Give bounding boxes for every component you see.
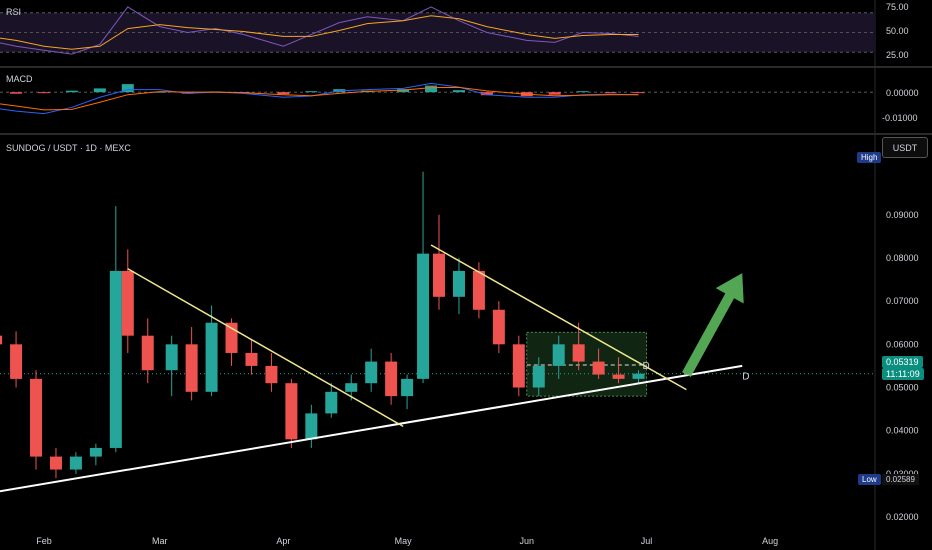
macd-histogram-bar	[452, 90, 465, 93]
rsi-tick-75: 75.00	[886, 2, 909, 12]
candle-body	[512, 344, 525, 388]
candle-body	[492, 309, 505, 345]
price-tick-label: 0.04000	[886, 426, 919, 436]
macd-histogram-bar	[10, 92, 23, 94]
macd-pane-label: MACD	[6, 74, 33, 84]
macd-histogram-bar	[425, 85, 438, 93]
time-tick-label: Feb	[36, 536, 52, 546]
currency-button[interactable]: USDT	[882, 137, 928, 158]
price-tick-label: 0.06000	[886, 339, 919, 349]
d-marker: D	[742, 371, 749, 382]
price-tick-label: 0.03000	[886, 469, 919, 479]
candle-body	[305, 413, 318, 440]
macd-histogram-bar	[121, 84, 134, 93]
macd-histogram-bar	[305, 91, 318, 93]
candle-body	[225, 322, 238, 353]
candle-body	[552, 344, 565, 366]
rsi-band	[0, 12, 875, 53]
candle-body	[49, 456, 62, 470]
last-price-badge: 0.05319	[882, 356, 923, 368]
high-badge: High	[857, 152, 882, 163]
price-tick-label: 0.07000	[886, 296, 919, 306]
candle-body	[417, 253, 430, 379]
candle-body	[433, 253, 446, 297]
candle-body	[385, 361, 398, 397]
candle-body	[109, 270, 122, 448]
time-tick-label: Jul	[641, 536, 653, 546]
macd-histogram-bar	[632, 92, 645, 94]
candle-body	[245, 352, 258, 366]
time-tick-label: Aug	[762, 536, 778, 546]
candle-body	[365, 361, 378, 384]
low-badge: Low	[858, 474, 881, 485]
candle-body	[165, 344, 178, 371]
candle-body	[401, 378, 414, 397]
macd-histogram-bar	[93, 88, 106, 93]
time-tick-label: Apr	[276, 536, 290, 546]
candle-body	[532, 365, 545, 388]
rsi-tick-50: 50.00	[886, 26, 909, 36]
candle-body	[69, 456, 82, 470]
low-value-badge: 0.02589	[882, 474, 919, 485]
macd-histogram-bar	[604, 92, 617, 94]
candle-body	[285, 383, 298, 440]
time-tick-label: Jun	[520, 536, 535, 546]
price-tick-label: 0.08000	[886, 253, 919, 263]
trendline-0	[0, 364, 743, 493]
macd-histogram-bar	[397, 89, 410, 93]
candle-body	[345, 383, 358, 392]
rsi-series-line-1	[0, 15, 639, 50]
countdown-badge: 11:11:09	[882, 368, 924, 380]
macd-histogram-bar	[548, 92, 561, 95]
d-marker: D	[642, 361, 649, 372]
candle-body	[612, 374, 625, 379]
trendline-2	[430, 244, 687, 391]
candle-body	[121, 270, 134, 336]
price-tick-label: 0.05000	[886, 383, 919, 393]
candle-body	[572, 344, 585, 362]
macd-signal-line	[0, 86, 639, 111]
time-tick-label: May	[395, 536, 413, 546]
forecast-arrow	[682, 273, 744, 377]
macd-tick-0: 0.00000	[886, 88, 919, 98]
rsi-tick-25: 25.00	[886, 50, 909, 60]
candle-body	[472, 270, 485, 310]
candle-body	[185, 344, 198, 392]
macd-tick-neg: -0.01000	[882, 113, 918, 123]
price-tick-label: 0.02000	[886, 512, 919, 522]
rsi-pane-label: RSI	[6, 7, 22, 17]
candle-body	[452, 270, 465, 297]
candle-body	[141, 335, 154, 371]
candle-body	[325, 391, 338, 414]
macd-histogram-bar	[38, 92, 50, 94]
macd-histogram-bar	[65, 90, 78, 93]
macd-histogram-bar	[480, 92, 493, 96]
candle-body	[592, 361, 605, 375]
candle-body	[10, 344, 23, 379]
time-tick-label: Mar	[152, 536, 168, 546]
candle-body	[265, 365, 278, 384]
candle-body	[205, 322, 218, 392]
macd-histogram-bar	[277, 92, 290, 95]
candle-body	[30, 378, 43, 457]
candle-body	[632, 373, 645, 379]
candle-body	[0, 335, 3, 345]
price-tick-label: 0.09000	[886, 210, 919, 220]
macd-histogram-bar	[576, 91, 589, 93]
macd-line	[0, 82, 639, 115]
candle-body	[89, 447, 102, 457]
trendline-1	[127, 268, 404, 428]
chart-title: SUNDOG / USDT · 1D · MEXC	[6, 143, 131, 153]
